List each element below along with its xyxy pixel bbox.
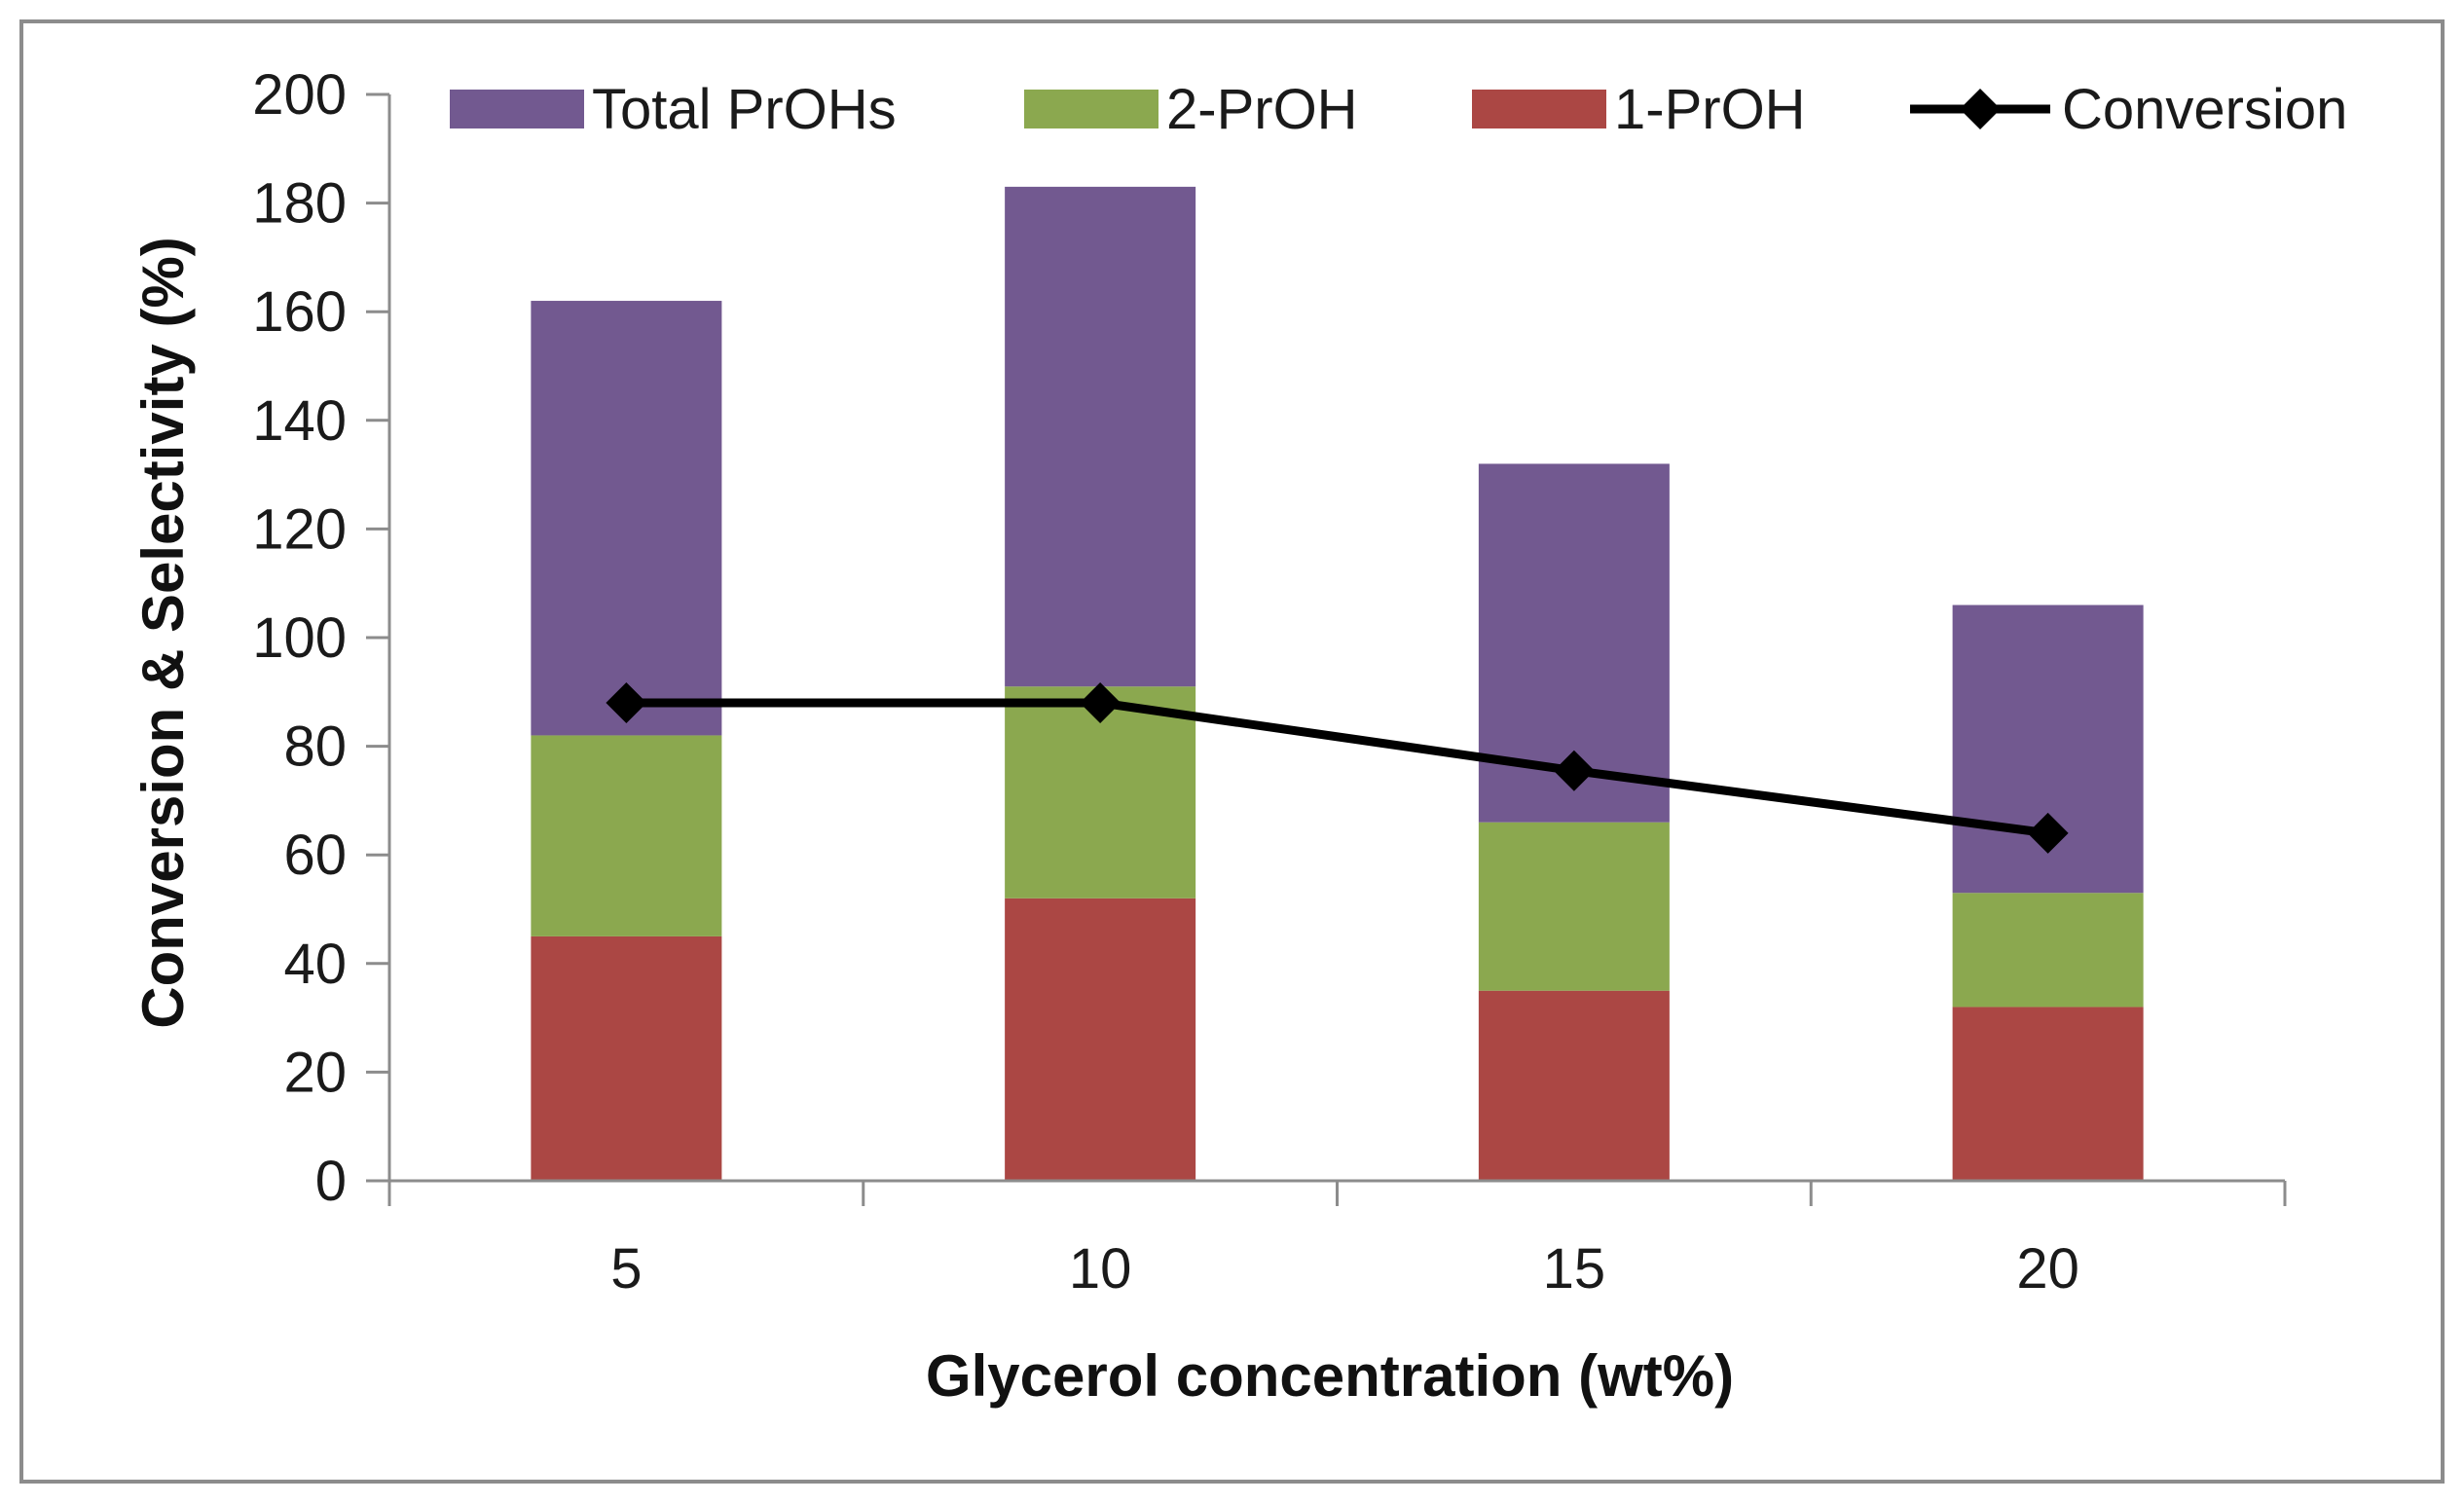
bar-total-prohs-10 (1005, 186, 1196, 687)
y-tick-label-140: 140 (252, 389, 347, 453)
y-tick-label-60: 60 (283, 824, 347, 887)
y-tick-label-100: 100 (252, 606, 347, 670)
x-tick-label-20: 20 (2016, 1237, 2079, 1301)
axes-layer: 0 20 40 60 80 100 120 140 160 180 200 5 10 15 20 (252, 63, 2287, 1301)
y-axis-title: Conversion & Selectivity (%) (130, 237, 196, 1029)
y-tick-label-160: 160 (252, 280, 347, 344)
conversion-point-20 (2027, 812, 2069, 854)
conversion-line (626, 698, 2049, 838)
bar-1-proh-15 (1478, 990, 1670, 1181)
bar-total-prohs-5 (531, 301, 722, 736)
conversion-point-15 (1553, 750, 1595, 791)
y-tick-label-120: 120 (252, 497, 347, 561)
legend-marker-conversion (1960, 89, 2001, 129)
legend-label-conversion: Conversion (2062, 78, 2347, 141)
y-tick-label-180: 180 (252, 172, 347, 236)
legend-label-1-proh: 1-PrOH (1614, 78, 1806, 141)
conversion-point-5 (606, 681, 647, 723)
legend: Total PrOHs 2-PrOH 1-PrOH Conversion (450, 78, 2347, 141)
legend-swatch-total-prohs (450, 90, 584, 128)
legend-swatch-2-proh (1024, 90, 1158, 128)
conversion-line-layer (606, 681, 2069, 854)
bar-2-proh-15 (1478, 822, 1670, 991)
bar-1-proh-5 (531, 935, 722, 1181)
y-tick-label-80: 80 (283, 715, 347, 779)
bar-1-proh-20 (1952, 1007, 2144, 1181)
bar-1-proh-10 (1005, 898, 1196, 1181)
x-tick-label-15: 15 (1543, 1237, 1606, 1301)
y-tick-label-200: 200 (252, 63, 347, 127)
x-tick-label-10: 10 (1069, 1237, 1132, 1301)
bar-2-proh-20 (1952, 893, 2144, 1008)
x-axis-title: Glycerol concentration (wt%) (926, 1343, 1734, 1409)
y-tick-label-0: 0 (315, 1150, 347, 1213)
legend-swatch-1-proh (1472, 90, 1606, 128)
y-tick-label-40: 40 (283, 933, 347, 996)
x-tick-label-5: 5 (610, 1237, 642, 1301)
y-tick-label-20: 20 (283, 1041, 347, 1104)
legend-label-total-prohs: Total PrOHs (592, 78, 897, 141)
bars-layer (531, 186, 2144, 1181)
conversion-point-10 (1080, 681, 1122, 723)
bar-2-proh-5 (531, 735, 722, 936)
legend-label-2-proh: 2-PrOH (1166, 78, 1358, 141)
